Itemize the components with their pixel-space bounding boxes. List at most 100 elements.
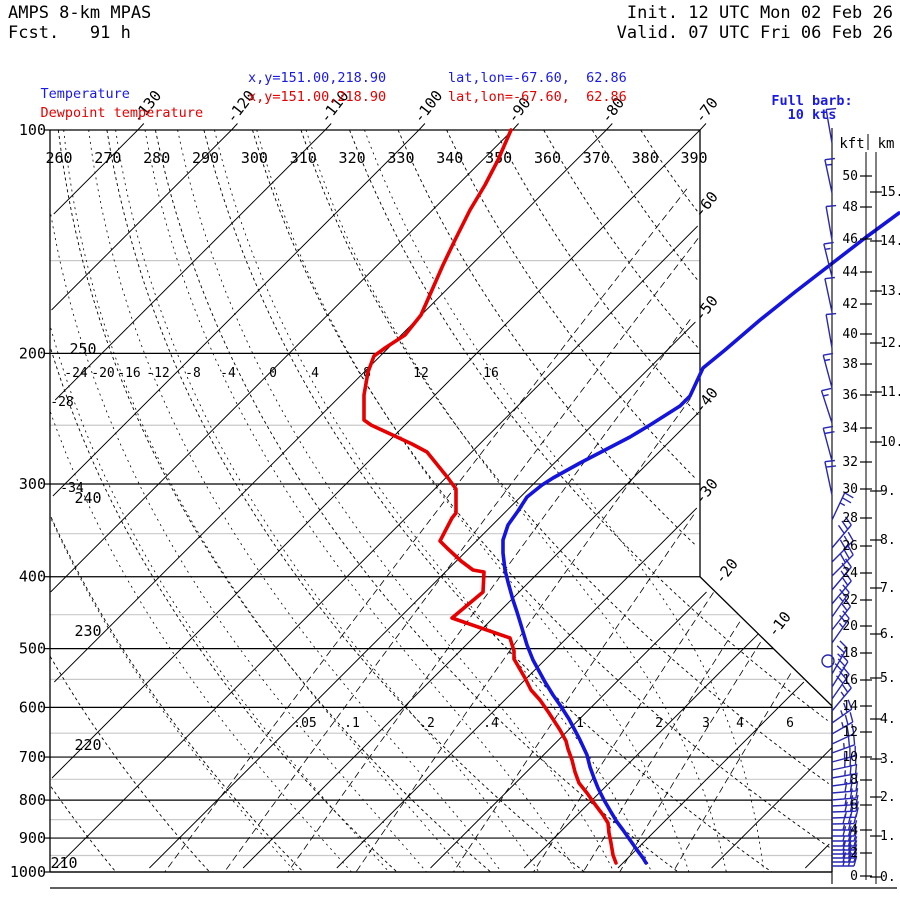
isotherm-line [336, 507, 698, 869]
dry-adiabat-label: 270 [94, 149, 121, 167]
wind-barb [831, 712, 854, 735]
moist-adiabat [50, 411, 352, 873]
mixing-ratio-label: 3 [702, 716, 710, 731]
kft-tick-label: 46 [842, 232, 858, 247]
mixing-ratio-label: 6 [786, 716, 794, 731]
isotherm-line [55, 225, 699, 869]
moist-adiabat-label: -4 [220, 366, 236, 381]
wind-barb [831, 801, 859, 813]
dry-adiabat [640, 129, 701, 215]
kft-axis-title: kft [839, 136, 864, 152]
kft-tick-label: 16 [842, 673, 858, 688]
legend-dewpoint-label: Dewpoint temperature [40, 105, 204, 121]
wind-barb [831, 610, 850, 644]
wind-barb [831, 531, 854, 563]
wind-barb [831, 679, 852, 712]
mixing-ratio-label: .4 [483, 716, 499, 731]
moist-adiabats [50, 129, 765, 873]
kft-tick-label: 42 [842, 297, 858, 312]
dry-adiabat-label: 250 [69, 340, 96, 358]
isotherm-top-tick [699, 123, 707, 131]
kft-tick-label: 12 [842, 725, 858, 740]
kft-tick-label: 26 [842, 539, 858, 554]
dry-adiabat [543, 129, 700, 350]
isotherm-top-tick [137, 123, 145, 131]
dry-adiabat-label: 340 [436, 149, 463, 167]
kft-tick-label: 4 [850, 823, 858, 838]
dry-adiabat [50, 349, 398, 873]
isotherm-top-tick [324, 123, 332, 131]
wind-barb [832, 836, 858, 847]
moist-adiabat [63, 129, 465, 873]
isotherm-label-right: -20 [711, 555, 742, 587]
mixing-ratio-label: 1 [576, 716, 584, 731]
isotherm-line [54, 129, 326, 401]
kft-tick-label: 6 [850, 798, 858, 813]
pressure-axis-label: 200 [19, 344, 46, 362]
mixing-ratio-line [164, 188, 688, 873]
dry-adiabat [203, 129, 773, 873]
dry-adiabat-label: 260 [45, 149, 72, 167]
wind-barb [831, 780, 859, 794]
kft-tick-label: 14 [842, 699, 858, 714]
wind-barb [823, 241, 834, 278]
wind-barb-legend: Full barb: 10 kts [771, 93, 853, 123]
dry-adiabat-label: 220 [74, 736, 101, 754]
page-title: AMPS 8-km MPAS [8, 3, 152, 23]
km-tick-label: 1. [880, 829, 896, 844]
wind-barb-column [820, 107, 859, 884]
mixing-ratio-label: .1 [344, 716, 360, 731]
km-tick-label: 13. [880, 284, 900, 299]
dry-adiabat [252, 129, 833, 850]
plot-border [49, 130, 897, 889]
km-tick-label: 4. [880, 712, 896, 727]
moist-adiabat-label: 16 [483, 366, 499, 381]
mixing-ratio-line [672, 673, 792, 873]
dry-adiabat-label: 320 [339, 149, 366, 167]
wind-barb [832, 852, 858, 863]
dewpoint-curve-group [362, 128, 618, 865]
wind-barb [832, 826, 858, 837]
calm-wind-circle [821, 654, 835, 668]
isotherm-label-right: -50 [691, 292, 722, 324]
kft-tick-label: 24 [842, 566, 858, 581]
moist-adiabat-label: -12 [146, 366, 169, 381]
kft-tick-label: 20 [842, 619, 858, 634]
wind-barb [824, 157, 835, 194]
moist-adiabat [144, 129, 577, 873]
kft-tick-label: 10 [842, 750, 858, 765]
kft-axis: kft5048464442403836343230282624222018161… [839, 136, 872, 884]
moist-adiabat-label: -20 [91, 366, 114, 381]
kft-tick-label: 38 [842, 357, 858, 372]
isotherm-line [50, 129, 513, 593]
km-tick-label: 7. [880, 581, 896, 596]
moist-adiabat-label: 12 [413, 366, 429, 381]
moist-adiabat-label: -34 [60, 481, 84, 496]
isotherm-label-right: -30 [691, 475, 722, 507]
dry-adiabat-label: 380 [632, 149, 659, 167]
dry-adiabats [49, 129, 833, 873]
wind-barb [831, 584, 850, 618]
pressure-axis-label: 800 [19, 791, 46, 809]
mixing-ratio-label: 4 [736, 716, 744, 731]
legend-temperature-row: Temperature [8, 70, 130, 118]
isotherm-line [52, 129, 420, 497]
isotherm-line [804, 843, 830, 869]
isotherm-line [149, 321, 696, 869]
legend-temperature-label: Temperature [40, 86, 130, 102]
wind-barb [831, 516, 852, 549]
wind-barb [825, 312, 837, 349]
isotherm-line [617, 681, 805, 869]
isotherm-line [53, 129, 607, 683]
wind-barb [825, 107, 837, 144]
moist-adiabat [51, 519, 296, 873]
dry-adiabat-label: 210 [50, 854, 77, 872]
dry-adiabat-label: 310 [290, 149, 317, 167]
wind-barb [832, 856, 858, 867]
pressure-gridlines-minor [50, 260, 832, 857]
moist-adiabat-label: -16 [117, 366, 140, 381]
wind-barb [831, 763, 858, 779]
pressure-axis-label: 700 [19, 748, 46, 766]
kft-tick-label: 50 [842, 169, 858, 184]
